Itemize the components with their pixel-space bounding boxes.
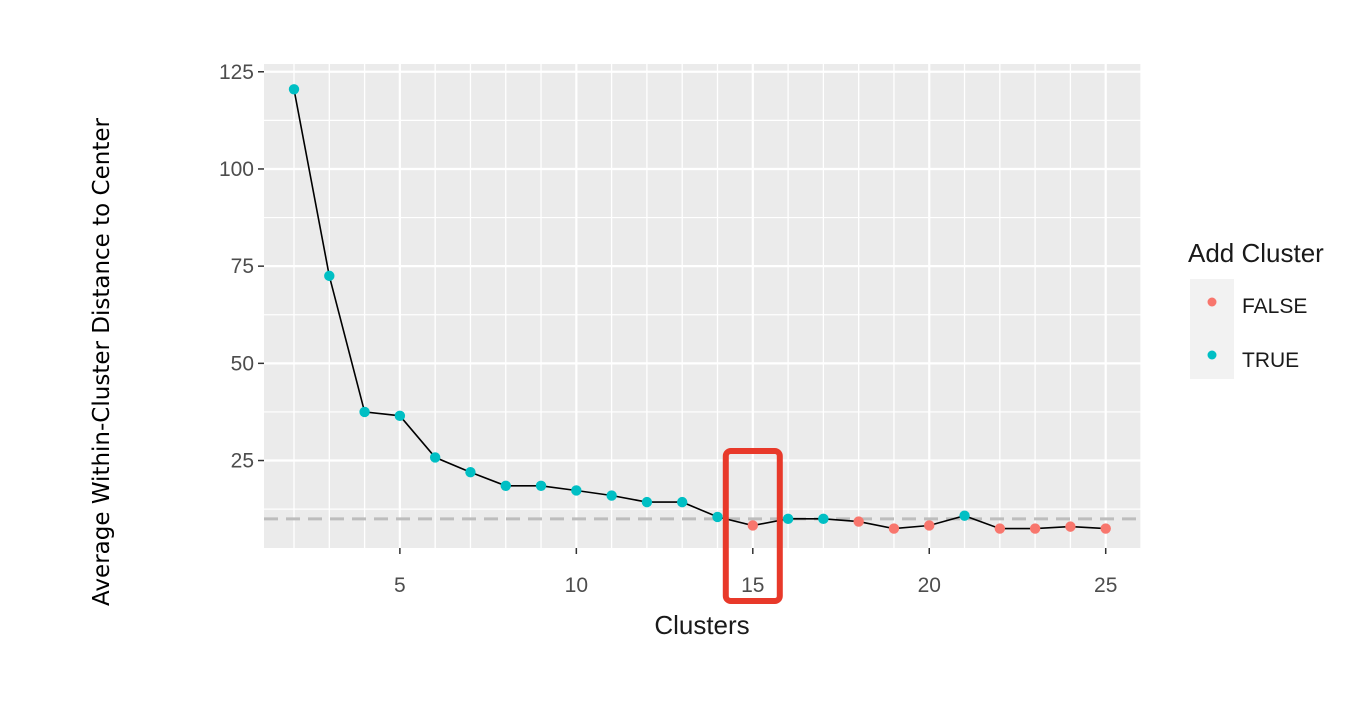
x-tick-label: 10 (565, 574, 588, 597)
data-point-false (747, 520, 758, 531)
data-point-false (1100, 523, 1111, 534)
y-axis: 25 50 75 100 125 (219, 61, 264, 473)
data-point-false (888, 523, 900, 534)
data-point-false (994, 523, 1006, 534)
x-axis-title: Clusters (654, 610, 749, 640)
data-point-true (677, 496, 688, 508)
data-point-true (288, 84, 300, 95)
legend-label-false: FALSE (1242, 295, 1307, 318)
data-point-true (959, 510, 970, 521)
x-tick-label: 25 (1094, 574, 1117, 597)
legend-key-background (1190, 279, 1234, 379)
y-tick-label: 100 (219, 158, 254, 181)
data-point-false (924, 520, 935, 531)
data-point-false (853, 516, 864, 527)
data-point-false (1065, 521, 1076, 532)
data-points (288, 84, 1111, 534)
legend-label-true: TRUE (1242, 349, 1299, 372)
data-point-true (465, 466, 476, 478)
data-point-true (606, 490, 617, 501)
x-tick-label: 20 (918, 574, 941, 597)
minor-gridlines (264, 64, 1142, 548)
data-point-true (571, 485, 582, 496)
y-tick-label: 50 (231, 352, 254, 375)
data-point-true (641, 496, 653, 508)
y-tick-label: 125 (219, 61, 254, 84)
data-point-true (324, 270, 335, 282)
x-axis: 5 10 15 20 25 (394, 548, 1117, 597)
series-line (293, 89, 1106, 530)
x-tick-label: 15 (741, 574, 764, 597)
y-tick-label: 75 (231, 255, 254, 278)
major-gridlines (264, 64, 1141, 548)
y-tick-label: 25 (231, 450, 254, 473)
data-point-true (712, 511, 723, 523)
plot-panel (264, 64, 1141, 548)
legend-key-false (1207, 297, 1217, 307)
data-point-true (359, 406, 370, 418)
legend: Add Cluster FALSE TRUE (1188, 238, 1324, 379)
data-point-true (394, 410, 406, 422)
x-tick-label: 5 (394, 574, 406, 597)
data-point-false (1029, 523, 1041, 534)
data-point-true (500, 480, 511, 491)
legend-key-true (1207, 350, 1217, 360)
highlight-box (722, 448, 783, 604)
y-axis-title: Average Within-Cluster Distance to Cente… (89, 118, 115, 606)
data-point-true (429, 452, 441, 463)
data-point-true (818, 513, 829, 525)
data-point-true (782, 513, 794, 525)
legend-title: Add Cluster (1188, 238, 1324, 268)
data-point-true (535, 480, 547, 491)
